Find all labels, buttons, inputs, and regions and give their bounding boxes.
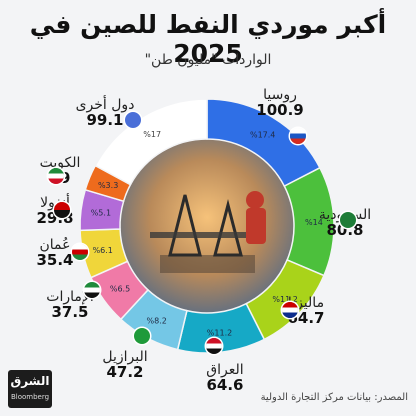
- label-value-saudi: 80.8: [326, 220, 364, 239]
- source-note: المصدر: بيانات مركز التجارة الدولية: [260, 392, 408, 403]
- kuwait-flag-icon: [48, 168, 64, 184]
- globe-icon: [125, 112, 141, 128]
- share-label-malaysia: %11.2: [272, 295, 297, 304]
- share-label-oman: %6.1: [93, 246, 113, 255]
- label-value-uae: 37.5: [51, 302, 89, 321]
- label-oman: عُمان 35.4: [15, 238, 95, 268]
- label-name-iraq: العراق: [206, 362, 244, 378]
- brazil-flag-icon: [134, 328, 150, 344]
- label-others: دول أخرى 99.1: [65, 98, 145, 128]
- label-malaysia: ماليزيا 64.7: [266, 296, 346, 326]
- label-name-oman: عُمان: [39, 237, 71, 253]
- label-name-russia: روسيا: [263, 87, 297, 103]
- page-title: أكبر موردي النفط للصين في 2025: [29, 10, 387, 68]
- center-photo: [120, 139, 294, 313]
- label-value-russia: 100.9: [256, 100, 304, 119]
- label-russia: روسيا 100.9: [240, 88, 320, 118]
- label-name-uae: الإمارات: [46, 289, 94, 305]
- share-labels: %17.4 %14 %11.2 %11.2 %8.2 %6.5 %6.1 %5.1 %3.3 %1…: [91, 130, 323, 337]
- logo-sub: Bloomberg: [10, 393, 50, 401]
- label-iraq: العراق 64.6: [185, 363, 265, 393]
- saudi-flag-icon: [340, 212, 356, 228]
- malaysia-flag-icon: [282, 302, 298, 318]
- share-label-kuwait: %3.3: [98, 181, 118, 190]
- share-label-brazil: %8.2: [147, 316, 167, 325]
- publisher-logo: الشرق Bloomberg: [8, 370, 52, 408]
- share-label-saudi: %14: [305, 218, 323, 227]
- share-label-iraq: %11.2: [207, 328, 232, 337]
- logo-text: الشرق: [10, 374, 50, 388]
- uae-flag-icon: [84, 282, 100, 298]
- label-uae: الإمارات 37.5: [30, 290, 110, 320]
- share-label-others: %17: [143, 130, 161, 139]
- share-label-angola: %5.1: [91, 208, 111, 217]
- oil-field-illustration: [150, 191, 266, 273]
- label-value-malaysia: 64.7: [287, 308, 325, 327]
- angola-flag-icon: [54, 202, 70, 218]
- label-brazil: البرازيل 47.2: [85, 350, 165, 380]
- label-value-oman: 35.4: [36, 250, 74, 269]
- chart-subtitle: الواردات "مليون طن": [144, 52, 272, 68]
- label-value-others: 99.1: [86, 110, 124, 129]
- label-name-brazil: البرازيل: [102, 349, 148, 365]
- label-value-brazil: 47.2: [106, 362, 144, 381]
- oman-flag-icon: [72, 244, 88, 260]
- share-label-uae: %6.5: [110, 284, 130, 293]
- share-label-russia: %17.4: [250, 131, 275, 140]
- label-name-others: دول أخرى: [75, 97, 135, 113]
- label-value-iraq: 64.6: [206, 375, 244, 394]
- label-name-kuwait: الكويت: [39, 155, 81, 171]
- russia-flag-icon: [290, 128, 306, 144]
- slice-others: [94, 98, 208, 186]
- donut-slices: [79, 98, 335, 354]
- iraq-flag-icon: [206, 338, 222, 354]
